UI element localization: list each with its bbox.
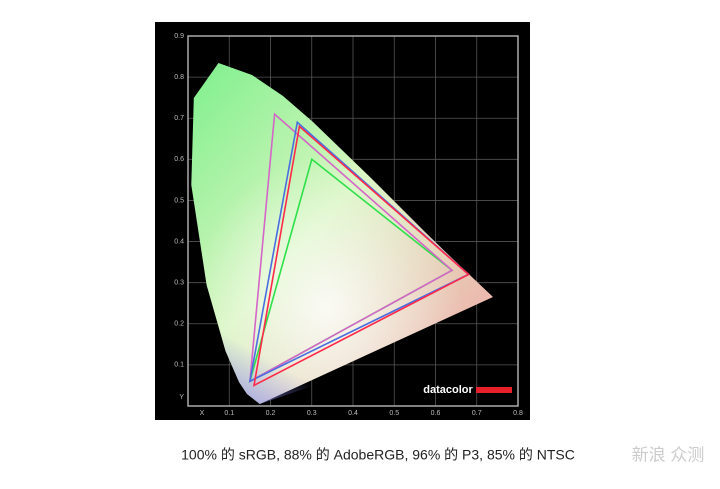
locus-blue [206, 285, 330, 404]
plot-frame [187, 35, 519, 407]
x-tick-label: 0.4 [348, 410, 358, 417]
watermark: 新浪 众测 [632, 445, 705, 464]
x-tick-label: 0.6 [431, 410, 441, 417]
x-tick-label: 0.7 [472, 410, 482, 417]
y-tick-label: 0.6 [174, 156, 184, 163]
y-tick-label: 0.3 [174, 280, 184, 287]
y-tick-label: 0.4 [174, 238, 184, 245]
gamut-triangle [248, 120, 470, 383]
x-tick-label: X [200, 410, 205, 417]
y-tick-label: 0.8 [174, 74, 184, 81]
y-tick-label: Y [179, 394, 184, 401]
x-tick-label: 0.1 [224, 410, 234, 417]
gamut-triangle [252, 124, 470, 387]
logo: datacolor [423, 384, 473, 396]
gamut-triangle [248, 112, 454, 383]
x-tick-label: 0.8 [513, 410, 523, 417]
x-tick-label: 0.2 [266, 410, 276, 417]
y-tick-label: 0.2 [174, 321, 184, 328]
y-tick-label: 0.9 [174, 33, 184, 40]
y-tick-label: 0.7 [174, 115, 184, 122]
x-tick-label: 0.5 [389, 410, 399, 417]
y-tick-label: 0.1 [174, 362, 184, 369]
y-tick-label: 0.5 [174, 197, 184, 204]
caption: 100% 的 sRGB, 88% 的 AdobeRGB, 96% 的 P3, 8… [181, 447, 575, 463]
logo-bar [476, 387, 512, 393]
x-tick-label: 0.3 [307, 410, 317, 417]
